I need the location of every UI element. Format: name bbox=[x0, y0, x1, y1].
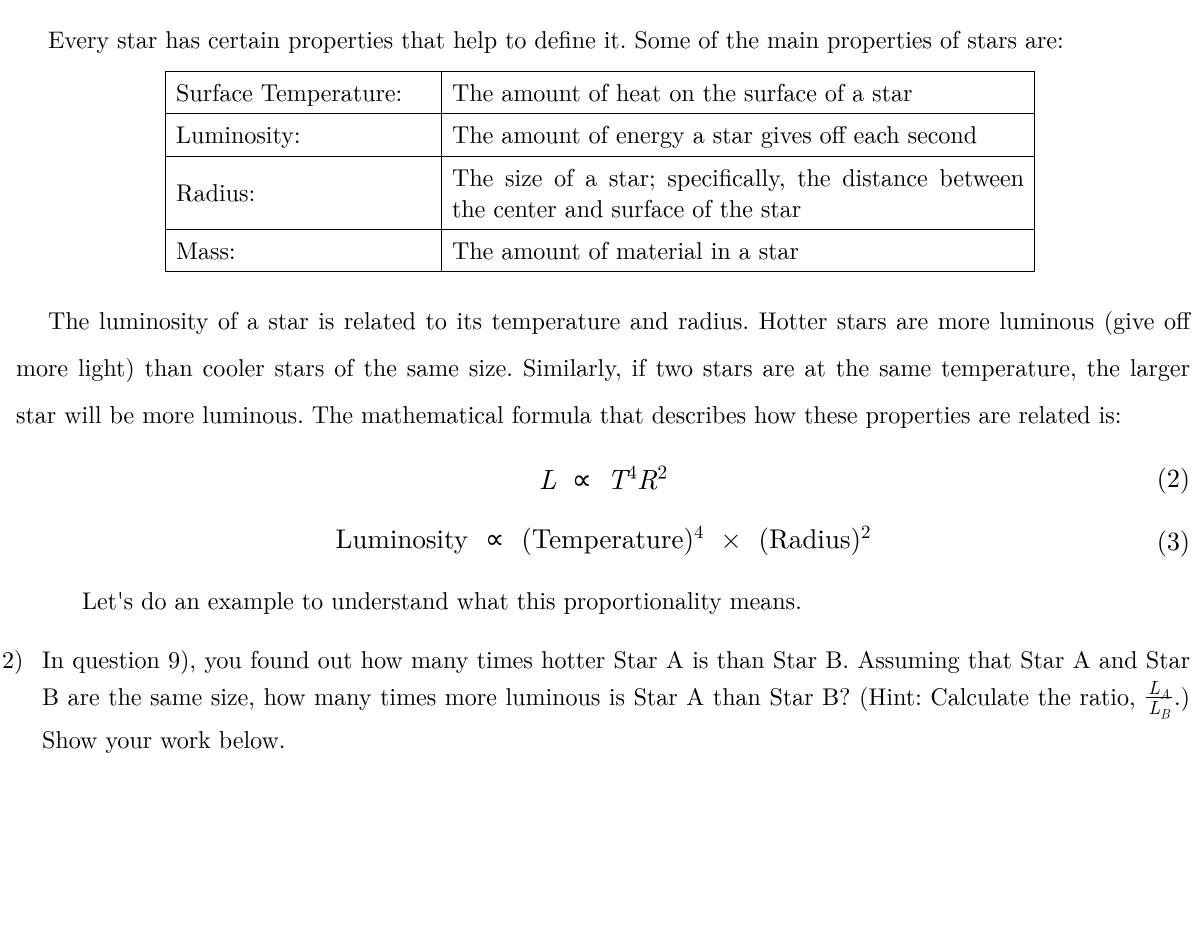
frac-den-sub: B bbox=[1160, 704, 1169, 723]
question-body: In question 9), you found out how many t… bbox=[42, 640, 1190, 757]
eq-R: R bbox=[637, 458, 657, 498]
example-lead-paragraph: Let's do an example to understand what t… bbox=[50, 581, 1190, 618]
intro-paragraph: Every star has certain properties that h… bbox=[16, 20, 1190, 57]
definition-cell: The size of a star; specifically, the di… bbox=[442, 156, 1035, 229]
equation-3-number: (3) bbox=[1157, 519, 1190, 559]
table-row: Luminosity: The amount of energy a star … bbox=[166, 114, 1035, 156]
eq-prop: ∝ bbox=[572, 458, 592, 498]
question-12: 2) In question 9), you found out how man… bbox=[0, 640, 1190, 757]
eq-T-exp: 4 bbox=[627, 456, 637, 484]
equation-2-expr: L ∝ T4R2 bbox=[16, 457, 1190, 500]
term-cell: Luminosity: bbox=[166, 114, 442, 156]
eq-luminosity: Luminosity bbox=[336, 518, 469, 556]
term-cell: Radius: bbox=[166, 156, 442, 229]
table-row: Radius: The size of a star; specifically… bbox=[166, 156, 1035, 229]
eq-T: T bbox=[607, 458, 627, 498]
definition-cell: The amount of material in a star bbox=[442, 229, 1035, 271]
properties-table: Surface Temperature: The amount of heat … bbox=[165, 71, 1035, 272]
eq-prop: ∝ bbox=[485, 518, 504, 556]
eq-L: L bbox=[539, 458, 557, 498]
definition-cell: The amount of energy a star gives off ea… bbox=[442, 114, 1035, 156]
eq-times: × bbox=[720, 518, 741, 556]
equation-2-number: (2) bbox=[1157, 456, 1190, 496]
term-cell: Surface Temperature: bbox=[166, 72, 442, 114]
eq-temperature: (Temperature) bbox=[521, 518, 694, 556]
eq-radius: (Radius) bbox=[758, 518, 861, 556]
equation-3-expr: Luminosity ∝ (Temperature)4 × (Radius)2 bbox=[16, 517, 1190, 559]
table-row: Mass: The amount of material in a star bbox=[166, 229, 1035, 271]
eq-temp-exp: 4 bbox=[694, 518, 703, 544]
question-text-pre: In question 9), you found out how many t… bbox=[42, 641, 1190, 712]
equation-2: L ∝ T4R2 (2) bbox=[16, 457, 1190, 497]
question-number: 2) bbox=[0, 640, 42, 677]
ratio-fraction: LALB bbox=[1146, 678, 1172, 718]
frac-den-L: L bbox=[1149, 694, 1161, 720]
definition-cell: The amount of heat on the surface of a s… bbox=[442, 72, 1035, 114]
eq-radius-exp: 2 bbox=[861, 518, 870, 544]
equation-3: Luminosity ∝ (Temperature)4 × (Radius)2 … bbox=[16, 517, 1190, 563]
eq-R-exp: 2 bbox=[657, 456, 667, 484]
term-cell: Mass: bbox=[166, 229, 442, 271]
explanation-paragraph: The luminosity of a star is related to i… bbox=[16, 296, 1190, 436]
table-row: Surface Temperature: The amount of heat … bbox=[166, 72, 1035, 114]
